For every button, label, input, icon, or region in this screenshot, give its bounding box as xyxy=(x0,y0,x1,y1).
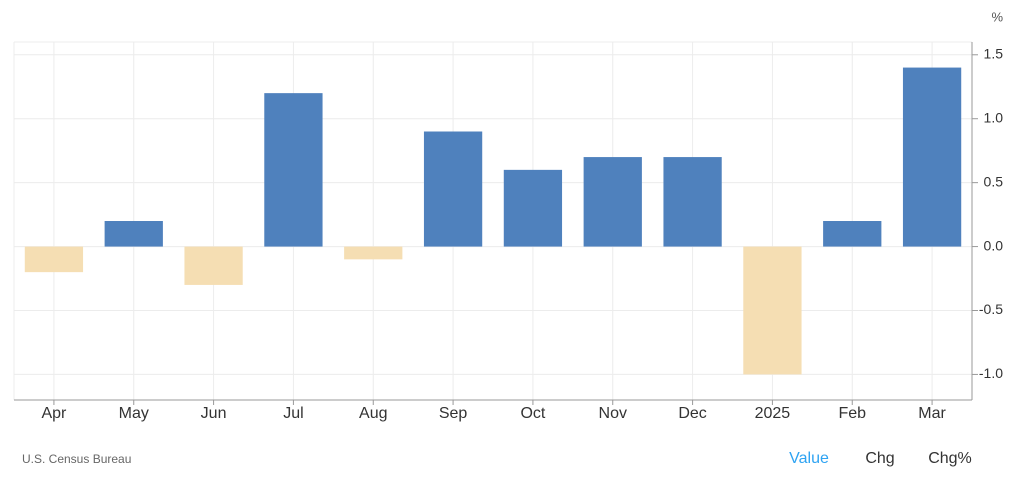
x-tick-label: 2025 xyxy=(755,405,791,422)
y-tick-label: 1.0 xyxy=(984,109,1004,125)
y-tick-label: -0.5 xyxy=(979,301,1003,317)
x-tick-label: Oct xyxy=(520,405,545,422)
bar xyxy=(902,67,962,247)
x-tick-label: Apr xyxy=(41,405,67,422)
bar xyxy=(24,246,84,273)
bar xyxy=(104,221,163,247)
x-tick-label: Aug xyxy=(359,405,387,422)
bar xyxy=(663,157,722,247)
bar xyxy=(583,157,642,247)
bar xyxy=(344,246,403,260)
x-tick-label: Dec xyxy=(678,405,706,422)
bar xyxy=(743,246,802,375)
bar xyxy=(184,246,243,285)
bar xyxy=(423,131,483,247)
x-tick-label: Jun xyxy=(201,405,227,422)
bar xyxy=(264,93,323,247)
x-tick-label: Mar xyxy=(918,405,946,422)
chg-pct-button[interactable]: Chg% xyxy=(928,450,972,467)
x-tick-label: Sep xyxy=(439,405,468,422)
y-tick-label: -1.0 xyxy=(979,365,1003,381)
x-tick-label: May xyxy=(119,405,149,422)
y-tick-label: 0.5 xyxy=(984,173,1004,189)
y-tick-label: 1.5 xyxy=(984,45,1004,61)
x-tick-label: Nov xyxy=(599,405,627,422)
bar xyxy=(823,221,882,247)
bar xyxy=(503,169,563,247)
value-button[interactable]: Value xyxy=(789,450,829,467)
x-tick-label: Jul xyxy=(283,405,303,422)
y-tick-label: 0.0 xyxy=(984,237,1004,253)
chg-button[interactable]: Chg xyxy=(865,450,894,467)
source: U.S. Census Bureau xyxy=(22,452,131,466)
unit-label: % xyxy=(991,9,1003,24)
x-tick-label: Feb xyxy=(838,405,866,422)
